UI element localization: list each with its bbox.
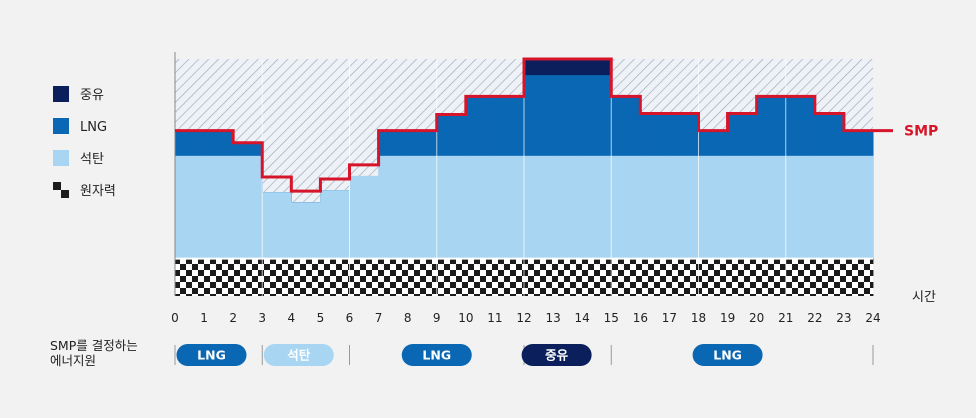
x-tick-label: 24 xyxy=(865,311,880,325)
smp-line xyxy=(175,57,893,193)
legend-label: 석탄 xyxy=(80,152,104,167)
pill-background xyxy=(176,344,247,366)
marginal-source-pill: 석탄 xyxy=(263,344,334,366)
nuclear-area xyxy=(175,258,874,296)
pill-label: LNG xyxy=(197,348,226,363)
x-axis: 0 1 2 3 4 5 6 7 8 9 10 11 12 13 14 15 16 17 18 19 20 21 22 23 24… xyxy=(171,290,936,325)
legend-swatch xyxy=(53,86,69,102)
x-tick-label: 13 xyxy=(545,311,560,325)
pill-background xyxy=(692,344,763,366)
x-tick-label: 6 xyxy=(346,311,354,325)
plot-area: SMP xyxy=(174,52,938,297)
nuclear-area-step xyxy=(611,258,641,296)
nuclear-area-step xyxy=(582,258,612,296)
pill-background xyxy=(401,344,472,366)
legend-swatch xyxy=(53,118,69,134)
nuclear-area-step xyxy=(640,258,670,296)
nuclear-area-step xyxy=(233,258,263,296)
x-tick-label: 8 xyxy=(404,311,412,325)
nuclear-area-step xyxy=(494,258,525,296)
x-tick-label: 9 xyxy=(433,311,441,325)
x-tick-label: 1 xyxy=(200,311,208,325)
x-tick-label: 16 xyxy=(633,311,648,325)
nuclear-area-step xyxy=(553,258,583,296)
x-tick-label: 15 xyxy=(604,311,619,325)
nuclear-area-step xyxy=(349,258,379,296)
nuclear-area-step xyxy=(407,258,438,296)
x-tick-label: 17 xyxy=(662,311,677,325)
nuclear-area-step xyxy=(378,258,409,296)
nuclear-area-step xyxy=(814,258,845,296)
x-tick-label: 7 xyxy=(375,311,383,325)
x-tick-label: 14 xyxy=(575,311,590,325)
x-tick-label: 19 xyxy=(720,311,735,325)
x-tick-label: 2 xyxy=(229,311,237,325)
marginal-source-pill: LNG xyxy=(692,344,763,366)
x-tick-label: 21 xyxy=(778,311,793,325)
x-tick-label: 18 xyxy=(691,311,706,325)
legend-item-lng: LNG xyxy=(53,118,107,135)
x-tick-label: 4 xyxy=(288,311,296,325)
nuclear-area-step xyxy=(698,258,728,296)
nuclear-area-step xyxy=(843,258,874,296)
pill-label: 석탄 xyxy=(287,348,311,363)
x-tick-label: 10 xyxy=(458,311,473,325)
legend-item-nuclear: 원자력 xyxy=(53,182,116,199)
marginal-source-pill: 중유 xyxy=(521,344,592,366)
nuclear-area-step xyxy=(204,258,234,296)
nuclear-area-step xyxy=(291,258,321,296)
legend-item-coal: 석탄 xyxy=(53,150,104,167)
nuclear-area-step xyxy=(436,258,467,296)
bottom-caption-line: 에너지원 xyxy=(50,353,96,368)
nuclear-area-step xyxy=(524,258,554,296)
pill-background xyxy=(263,344,334,366)
legend-swatch xyxy=(53,182,61,190)
pill-label: LNG xyxy=(713,348,742,363)
bottom-caption-line: SMP를 결정하는 xyxy=(50,338,138,353)
legend-swatch xyxy=(61,190,69,198)
x-tick-label: 0 xyxy=(171,311,179,325)
x-tick-label: 23 xyxy=(836,311,851,325)
pill-label: 중유 xyxy=(545,348,569,363)
x-tick-label: 22 xyxy=(807,311,822,325)
x-tick-label: 20 xyxy=(749,311,764,325)
nuclear-area-step xyxy=(756,258,787,296)
nuclear-area-step xyxy=(262,258,292,296)
x-tick-label: 12 xyxy=(516,311,531,325)
nuclear-area-step xyxy=(175,258,205,296)
nuclear-area-step xyxy=(785,258,816,296)
x-tick-label: 11 xyxy=(487,311,502,325)
pill-background xyxy=(521,344,592,366)
x-tick-label: 3 xyxy=(258,311,266,325)
legend-swatch xyxy=(53,150,69,166)
nuclear-area-step xyxy=(669,258,699,296)
nuclear-area-step xyxy=(465,258,496,296)
marginal-source-pill: LNG xyxy=(401,344,472,366)
x-axis-unit-label: 시간 xyxy=(912,290,936,305)
legend-label: 원자력 xyxy=(80,184,116,199)
legend-label: 중유 xyxy=(80,88,104,103)
nuclear-area-step xyxy=(320,258,350,296)
legend-item-oil: 중유 xyxy=(53,86,104,103)
nuclear-area-step xyxy=(727,258,758,296)
marginal-source-pill: LNG xyxy=(176,344,247,366)
smp-label: SMP xyxy=(904,124,938,140)
legend-label: LNG xyxy=(80,120,107,135)
x-tick-label: 5 xyxy=(317,311,325,325)
pill-label: LNG xyxy=(422,348,451,363)
